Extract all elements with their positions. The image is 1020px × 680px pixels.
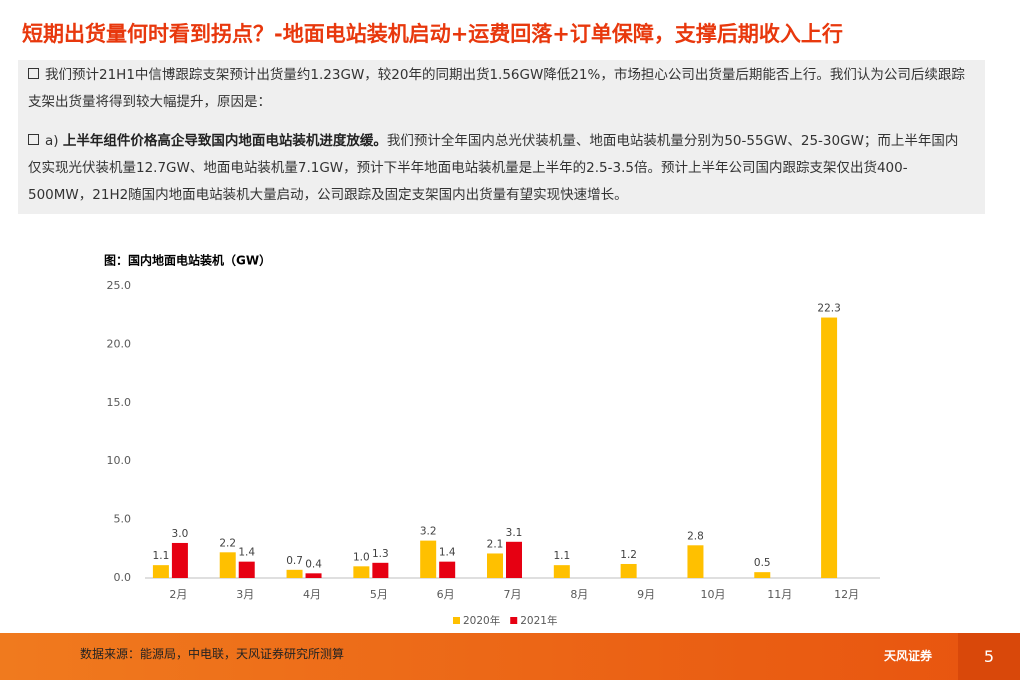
bar <box>687 545 704 578</box>
bullet-bold: 上半年组件价格高企导致国内地面电站装机进度放缓。 <box>62 133 387 149</box>
y-tick-label: 10.0 <box>107 454 132 467</box>
footer: 数据来源：能源局，中电联，天风证券研究所测算 天风证券 5 <box>0 633 1020 680</box>
bar <box>487 553 503 578</box>
value-label: 22.3 <box>817 303 840 315</box>
x-tick-label: 3月 <box>236 588 254 601</box>
y-tick-label: 20.0 <box>107 337 132 350</box>
bar <box>171 542 188 578</box>
bullet: a) 上半年组件价格高企导致国内地面电站装机进度放缓。我们预计全年国内总光伏装机… <box>28 128 968 209</box>
x-tick-label: 2月 <box>169 588 187 601</box>
legend-label: 2020年 <box>463 614 500 627</box>
x-tick-label: 6月 <box>437 588 455 601</box>
bar <box>420 540 437 578</box>
y-tick-label: 0.0 <box>114 571 132 584</box>
legend-swatch <box>453 617 460 624</box>
bullet-icon <box>28 134 39 145</box>
bar <box>286 569 303 578</box>
page-number: 5 <box>958 633 1020 680</box>
bar <box>553 565 570 578</box>
value-label: 3.2 <box>420 526 437 538</box>
bullet-icon <box>28 68 39 79</box>
value-label: 1.1 <box>553 550 570 562</box>
x-tick-label: 9月 <box>637 588 655 601</box>
x-tick-label: 10月 <box>700 588 725 601</box>
x-tick-label: 5月 <box>370 588 388 601</box>
value-label: 0.7 <box>286 555 303 567</box>
legend-swatch <box>510 617 518 624</box>
value-label: 2.1 <box>487 538 504 550</box>
bar <box>353 566 370 578</box>
bar <box>754 572 771 578</box>
x-tick-label: 4月 <box>303 588 321 601</box>
chart: 图：国内地面电站装机（GW） 0.0 5.0 10.0 15.0 20.0 25.0 2月 1… <box>104 253 880 627</box>
value-label: 1.4 <box>238 547 255 559</box>
x-tick-label: 12月 <box>834 588 859 601</box>
value-label: 3.0 <box>172 528 189 540</box>
slide-title: 短期出货量何时看到拐点？-地面电站装机启动+运费回落+订单保障，支撑后期收入上行 <box>22 22 843 46</box>
y-tick-label: 25.0 <box>107 279 132 292</box>
bar <box>821 317 838 578</box>
value-label: 1.3 <box>372 548 389 560</box>
x-tick-label: 11月 <box>767 588 792 601</box>
text-box: 我们预计21H1中信博跟踪支架预计出货量约1.23GW，较20年的同期出货1.5… <box>18 60 985 214</box>
value-label: 1.1 <box>153 550 170 562</box>
y-tick-label: 5.0 <box>114 513 132 526</box>
source: 数据来源：能源局，中电联，天风证券研究所测算 <box>80 647 345 661</box>
value-label: 3.1 <box>506 527 523 539</box>
bullet-text: 我们预计全年国内总光伏装机量、地面电站装机量分别为50-55GW、25-30GW… <box>28 133 959 203</box>
bullet: 我们预计21H1中信博跟踪支架预计出货量约1.23GW，较20年的同期出货1.5… <box>28 62 968 116</box>
bar <box>439 561 456 578</box>
bar <box>620 563 637 578</box>
bar <box>152 565 169 578</box>
bullet-prefix: a) <box>45 133 59 149</box>
bar <box>372 562 389 578</box>
value-label: 0.5 <box>754 557 771 569</box>
chart-title: 图：国内地面电站装机（GW） <box>104 253 271 268</box>
value-label: 1.4 <box>439 547 456 559</box>
value-label: 2.8 <box>687 530 704 542</box>
bar <box>506 541 522 578</box>
x-tick-label: 7月 <box>504 588 522 601</box>
value-label: 1.2 <box>620 549 637 561</box>
legend-label: 2021年 <box>520 614 557 627</box>
value-label: 2.2 <box>219 537 236 549</box>
value-label: 0.4 <box>305 558 322 570</box>
bar <box>219 552 236 578</box>
logo: 天风证券 <box>884 649 933 663</box>
value-label: 1.0 <box>353 551 370 563</box>
bullet-text: 我们预计21H1中信博跟踪支架预计出货量约1.23GW，较20年的同期出货1.5… <box>28 67 965 110</box>
bar <box>305 573 322 578</box>
bar <box>238 561 255 578</box>
y-tick-label: 15.0 <box>107 396 132 409</box>
x-tick-label: 8月 <box>570 588 588 601</box>
